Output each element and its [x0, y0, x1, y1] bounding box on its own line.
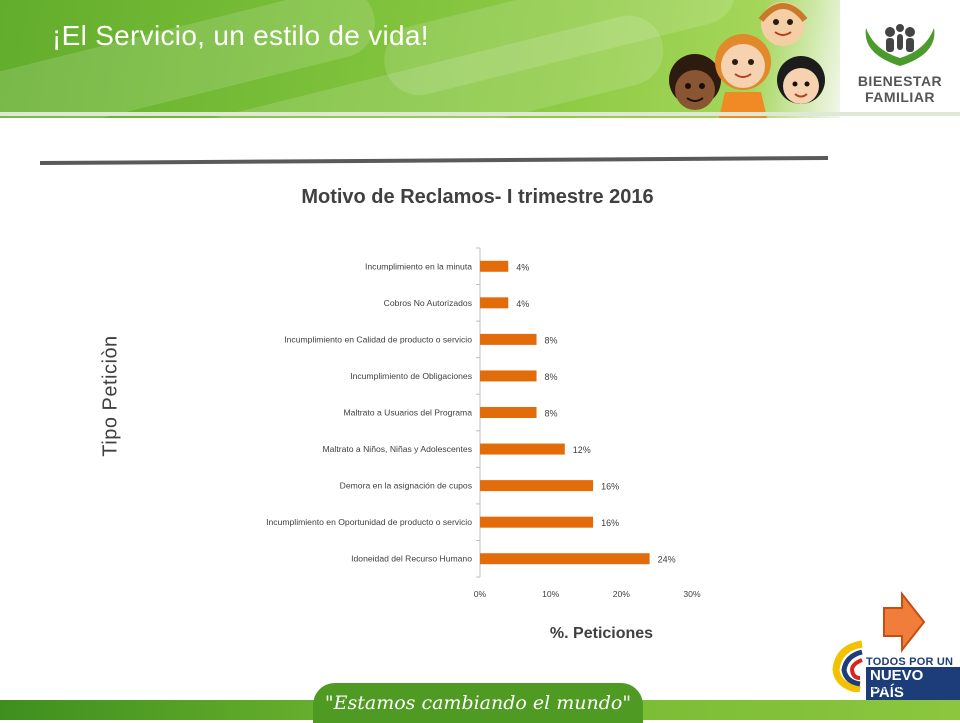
gov-slogan-line-3: PAZ EQUIDAD EDUCACIÓN — [868, 686, 954, 692]
y-tick-label: Maltrato a Usuarios del Programa — [344, 408, 473, 418]
data-label: 12% — [573, 445, 591, 455]
title-rule — [40, 156, 829, 165]
header-divider — [0, 112, 960, 116]
gov-slogan-line-1: TODOS POR UN — [866, 656, 954, 668]
y-tick-label: Cobros No Autorizados — [384, 298, 472, 308]
chart-title: Motivo de Reclamos- I trimestre 2016 — [301, 186, 654, 208]
x-tick-label: 30% — [683, 589, 701, 599]
bar — [480, 260, 509, 272]
bar — [480, 480, 594, 492]
y-tick-label: Idoneidad del Recurso Humano — [351, 554, 472, 564]
next-arrow-icon[interactable] — [880, 590, 928, 654]
bienestar-familiar-logo: BIENESTAR FAMILIAR — [840, 0, 960, 118]
data-label: 24% — [658, 555, 676, 565]
family-hands-icon — [865, 24, 935, 66]
logo-line-2: FAMILIAR — [864, 89, 936, 105]
x-tick-label: 10% — [542, 589, 560, 599]
footer-slogan: "Estamos cambiando el mundo" — [313, 683, 643, 723]
bar — [480, 553, 650, 565]
bar — [480, 297, 509, 309]
bar — [480, 443, 565, 455]
data-label: 16% — [601, 518, 619, 528]
y-tick-label: Demora en la asignación de cupos — [340, 481, 472, 491]
bar — [480, 516, 594, 528]
bar — [480, 407, 537, 418]
y-tick-label: Incumplimiento en Oportunidad de product… — [266, 517, 472, 527]
header-banner: ¡El Servicio, un estilo de vida! — [0, 0, 960, 118]
bar — [480, 333, 537, 345]
y-tick-label: Maltrato a Niños, Niñas y Adolescentes — [322, 444, 472, 454]
x-axis-title: %. Peticiones — [549, 625, 654, 642]
header-title: ¡El Servicio, un estilo de vida! — [52, 20, 429, 51]
x-tick-label: 0% — [474, 589, 487, 599]
y-tick-label: Incumplimiento de Obligaciones — [350, 371, 472, 381]
colombia-flag-icon — [832, 640, 863, 692]
bar — [480, 370, 537, 382]
data-label: 4% — [516, 299, 529, 309]
logo-line-1: BIENESTAR — [857, 73, 943, 89]
data-label: 4% — [516, 262, 529, 272]
data-label: 8% — [545, 335, 558, 345]
data-label: 8% — [545, 409, 558, 419]
data-label: 8% — [545, 372, 558, 382]
y-tick-label: Incumplimiento en Calidad de producto o … — [284, 334, 472, 344]
data-label: 16% — [601, 482, 619, 492]
x-tick-label: 20% — [613, 589, 631, 599]
children-illustration-icon — [669, 2, 825, 118]
y-tick-label: Incumplimiento en la minuta — [365, 261, 472, 271]
gov-slogan-line-2: NUEVO PAÍS — [866, 667, 960, 701]
